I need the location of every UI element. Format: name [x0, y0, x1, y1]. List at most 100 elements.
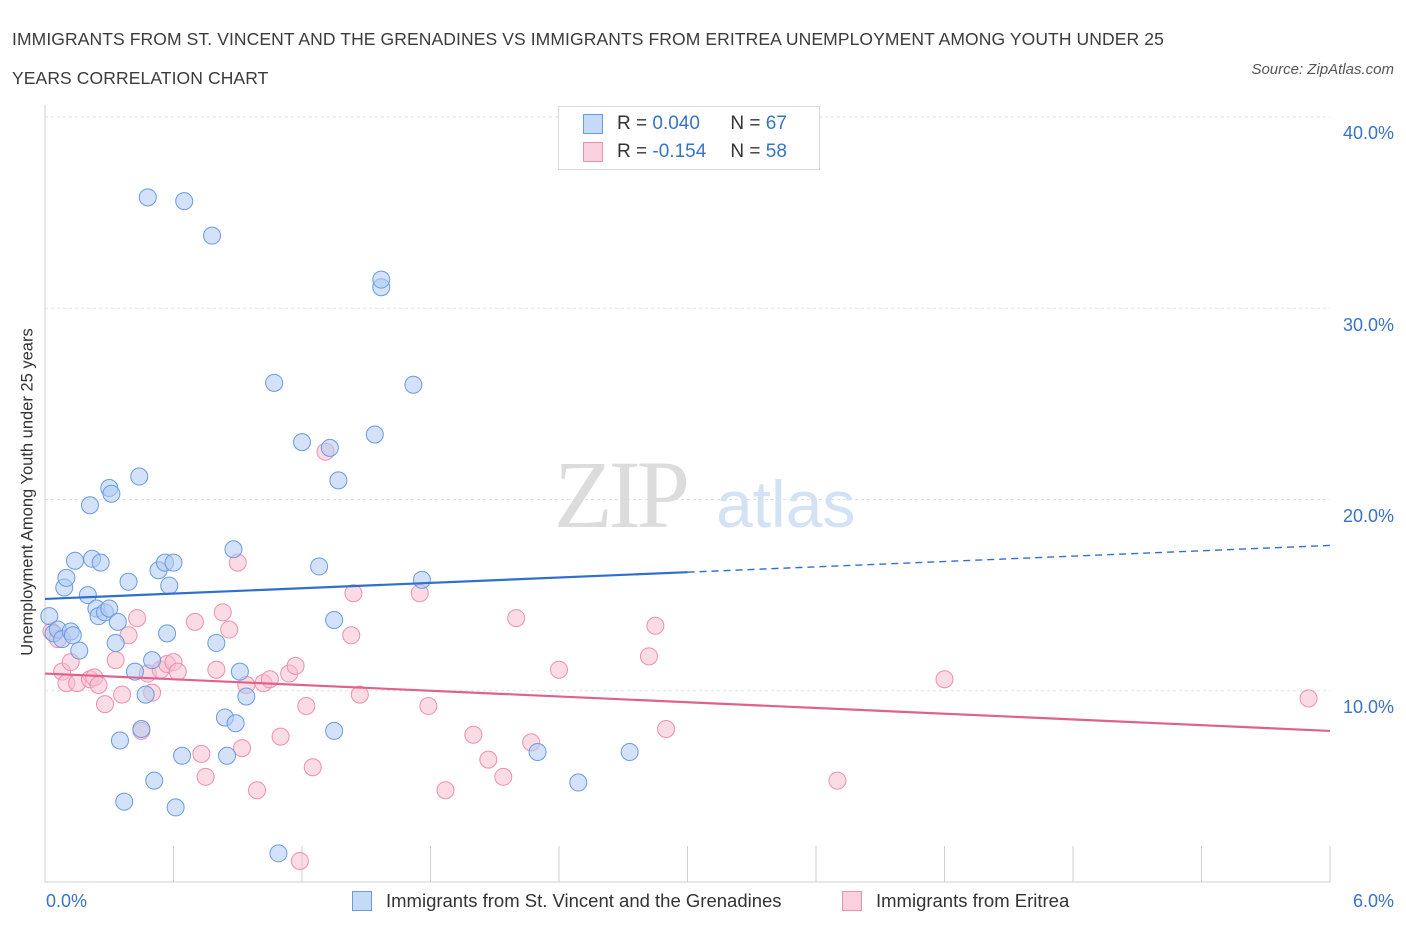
- eritrea-point: [286, 656, 305, 675]
- st-vincent-points: [40, 188, 639, 863]
- bottom-legend-label-eritrea: Immigrants from Eritrea: [876, 890, 1070, 911]
- st-vincent-point: [70, 641, 89, 660]
- st-vincent-point: [320, 438, 339, 457]
- legend-r-label: R =: [617, 141, 648, 162]
- eritrea-point: [168, 662, 187, 681]
- eritrea-points: [42, 442, 1318, 870]
- st-vincent-point: [110, 731, 129, 750]
- eritrea-point: [507, 609, 526, 628]
- eritrea-point: [935, 670, 954, 689]
- bottom-legend-eritrea: Immigrants from Eritrea: [842, 890, 1069, 912]
- eritrea-point: [479, 750, 498, 769]
- y-axis-label: Unemployment Among Youth under 25 years: [18, 328, 37, 656]
- st-vincent-point: [158, 624, 177, 643]
- eritrea-point: [113, 685, 132, 704]
- eritrea-point: [290, 851, 309, 870]
- st-vincent-point: [269, 844, 288, 863]
- eritrea-point: [639, 647, 658, 666]
- eritrea-point: [106, 651, 125, 670]
- legend-n-label: N =: [730, 141, 761, 162]
- st-vincent-point: [325, 721, 344, 740]
- st-vincent-point: [404, 375, 423, 394]
- st-vincent-point: [164, 553, 183, 572]
- eritrea-point: [550, 660, 568, 679]
- bottom-legend-swatch-pink: [842, 891, 862, 911]
- bottom-legend-label-st-vincent: Immigrants from St. Vincent and the Gren…: [386, 890, 782, 911]
- axes: [44, 105, 1331, 883]
- st-vincent-point: [203, 226, 222, 245]
- legend-n-value: 58: [765, 141, 787, 162]
- eritrea-point: [271, 727, 290, 746]
- eritrea-point: [260, 670, 279, 689]
- watermark-zip: ZIP: [554, 441, 687, 548]
- st-vincent-point: [230, 662, 249, 681]
- st-vincent-point: [160, 576, 179, 595]
- trend-lines: [44, 544, 1331, 733]
- st-vincent-point: [365, 425, 384, 444]
- eritrea-trend-line: [44, 672, 1331, 733]
- source-label: Source: ZipAtlas.com: [1251, 61, 1394, 78]
- st-vincent-point: [100, 599, 119, 618]
- y-tick-label-40: 40.0%: [1342, 123, 1394, 143]
- y-tick-label-10: 10.0%: [1342, 697, 1394, 717]
- eritrea-point: [828, 771, 847, 790]
- st-vincent-point: [224, 540, 243, 559]
- eritrea-point: [436, 781, 455, 800]
- eritrea-point: [419, 697, 438, 716]
- eritrea-point: [89, 676, 108, 695]
- st-vincent-point: [130, 467, 149, 486]
- st-vincent-point: [325, 610, 344, 629]
- eritrea-point: [95, 695, 114, 714]
- eritrea-point: [646, 616, 665, 635]
- eritrea-point: [344, 584, 363, 603]
- eritrea-point: [297, 697, 316, 716]
- legend-r-label: R =: [617, 113, 648, 134]
- eritrea-point: [657, 720, 676, 738]
- eritrea-point: [1299, 689, 1318, 708]
- st-vincent-point: [91, 553, 110, 572]
- st-vincent-point: [132, 720, 151, 738]
- st-vincent-point: [528, 742, 547, 761]
- bottom-legend-swatch-blue: [352, 891, 372, 911]
- st-vincent-point: [63, 626, 82, 645]
- st-vincent-point: [218, 746, 237, 765]
- legend-row-eritrea: R = -0.154 N = 58: [583, 140, 787, 164]
- watermark-atlas: atlas: [716, 467, 855, 541]
- st-vincent-trend-extension: [687, 544, 1331, 573]
- eritrea-point: [342, 626, 361, 645]
- eritrea-point: [185, 612, 204, 631]
- legend-swatch-pink: [583, 142, 603, 162]
- eritrea-point: [213, 603, 232, 622]
- st-vincent-point: [175, 192, 194, 211]
- st-vincent-point: [620, 742, 639, 761]
- legend-r-value: -0.154: [652, 141, 707, 162]
- eritrea-point: [233, 739, 252, 758]
- eritrea-point: [494, 767, 513, 786]
- st-vincent-point: [119, 572, 138, 591]
- st-vincent-point: [115, 792, 134, 811]
- eritrea-point: [464, 725, 483, 744]
- eritrea-point: [303, 758, 322, 777]
- st-vincent-point: [136, 685, 155, 704]
- grid-lines: [45, 116, 1330, 692]
- legend-n-value: 67: [765, 113, 787, 134]
- st-vincent-point: [125, 662, 144, 681]
- st-vincent-point: [143, 651, 162, 670]
- st-vincent-point: [65, 551, 84, 570]
- correlation-legend: R = 0.040 N = 67 R = -0.154 N = 58: [558, 106, 820, 170]
- st-vincent-trend-line: [44, 571, 688, 601]
- st-vincent-point: [166, 798, 185, 817]
- y-tick-label-20: 20.0%: [1342, 506, 1394, 526]
- legend-r-value: 0.040: [652, 113, 700, 134]
- eritrea-point: [128, 609, 147, 628]
- st-vincent-point: [265, 373, 284, 392]
- st-vincent-point: [57, 568, 76, 587]
- st-vincent-point: [102, 484, 121, 503]
- legend-row-st-vincent: R = 0.040 N = 67: [583, 112, 787, 136]
- st-vincent-point: [40, 607, 59, 626]
- legend-swatch-blue: [583, 114, 603, 134]
- st-vincent-point: [108, 612, 127, 631]
- eritrea-point: [350, 685, 369, 704]
- eritrea-point: [192, 744, 211, 763]
